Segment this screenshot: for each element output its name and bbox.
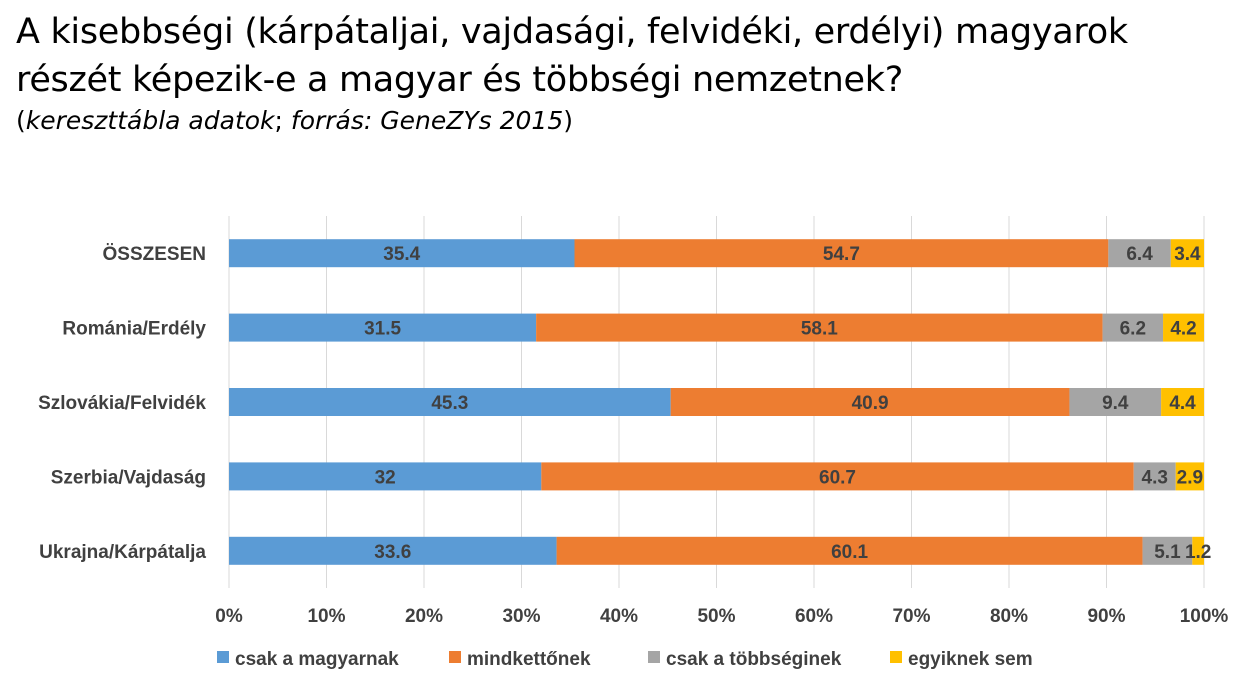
data-label: 58.1 xyxy=(801,319,838,340)
bar-segment xyxy=(229,239,575,268)
bar-segment xyxy=(556,536,1143,565)
bar-segment xyxy=(229,462,542,491)
bar-segment xyxy=(1170,239,1204,268)
title-block: A kisebbségi (kárpátaljai, vajdasági, fe… xyxy=(16,8,1216,138)
x-tick-label: 60% xyxy=(795,606,833,627)
subtitle-separator: ; xyxy=(274,106,291,135)
legend-swatch xyxy=(890,651,902,663)
data-label: 6.2 xyxy=(1120,319,1146,340)
subtitle-data-type: kereszttábla adatok xyxy=(25,106,275,135)
bar-segment xyxy=(229,313,537,342)
x-tick-label: 80% xyxy=(990,606,1028,627)
legend-label: csak a magyarnak xyxy=(235,649,399,670)
x-tick-label: 40% xyxy=(600,606,638,627)
subtitle-close-paren: ) xyxy=(563,106,574,135)
x-tick-label: 10% xyxy=(307,606,345,627)
bar-segment xyxy=(574,239,1109,268)
x-tick-label: 20% xyxy=(405,606,443,627)
bar-segment xyxy=(1192,536,1204,565)
data-label: 45.3 xyxy=(431,393,468,414)
data-label: 35.4 xyxy=(383,244,420,265)
data-label: 31.5 xyxy=(364,319,401,340)
bar-segment xyxy=(1175,462,1204,491)
subtitle-open-paren: ( xyxy=(16,106,26,135)
category-label: Ukrajna/Kárpátalja xyxy=(39,542,206,563)
x-tick-label: 90% xyxy=(1087,606,1125,627)
legend-swatch xyxy=(217,651,229,663)
data-label: 4.4 xyxy=(1169,393,1196,414)
data-label: 54.7 xyxy=(823,244,860,265)
data-label: 5.1 xyxy=(1154,542,1181,563)
data-label: 33.6 xyxy=(374,542,411,563)
bar-segment xyxy=(1133,462,1176,491)
legend-label: csak a többséginek xyxy=(666,649,842,670)
bar-segment xyxy=(541,462,1134,491)
bar-segment xyxy=(1102,313,1164,342)
data-label: 9.4 xyxy=(1102,393,1129,414)
x-tick-label: 0% xyxy=(215,606,243,627)
bar-segment xyxy=(1142,536,1193,565)
chart-title-line-2: részét képezik-e a magyar és többségi ne… xyxy=(16,60,904,100)
bar-segment xyxy=(1163,313,1204,342)
legend-swatch xyxy=(648,651,660,663)
category-label: Románia/Erdély xyxy=(62,319,206,340)
category-label: ÖSSZESEN xyxy=(103,244,206,265)
data-label: 3.4 xyxy=(1174,244,1201,265)
category-label: Szlovákia/Felvidék xyxy=(38,393,206,414)
category-label: Szerbia/Vajdaság xyxy=(51,467,206,488)
data-label: 32 xyxy=(375,467,396,488)
legend-label: mindkettőnek xyxy=(467,649,591,670)
x-tick-label: 70% xyxy=(892,606,930,627)
data-label: 60.7 xyxy=(819,467,856,488)
legend-swatch xyxy=(449,651,461,663)
subtitle-source: forrás: GeneZYs 2015 xyxy=(290,106,564,135)
bar-segment xyxy=(1161,388,1204,416)
data-label: 40.9 xyxy=(852,393,889,414)
bar-segment xyxy=(670,388,1070,416)
x-tick-label: 100% xyxy=(1180,606,1229,627)
data-label: 2.9 xyxy=(1177,467,1203,488)
data-label: 6.4 xyxy=(1126,244,1153,265)
bar-segment xyxy=(1069,388,1162,416)
data-label: 1.2 xyxy=(1185,542,1211,563)
data-label: 4.3 xyxy=(1142,467,1168,488)
x-tick-label: 50% xyxy=(697,606,735,627)
chart-subtitle: (kereszttábla adatok; forrás: GeneZYs 20… xyxy=(16,104,1216,138)
data-label: 60.1 xyxy=(831,542,868,563)
bar-segment xyxy=(536,313,1103,342)
bar-segment xyxy=(229,536,557,565)
chart-title-line-1: A kisebbségi (kárpátaljai, vajdasági, fe… xyxy=(16,12,1128,52)
bar-segment xyxy=(229,388,671,416)
x-tick-label: 30% xyxy=(502,606,540,627)
data-label: 4.2 xyxy=(1170,319,1196,340)
bar-segment xyxy=(1108,239,1171,268)
legend-label: egyiknek sem xyxy=(908,649,1033,670)
